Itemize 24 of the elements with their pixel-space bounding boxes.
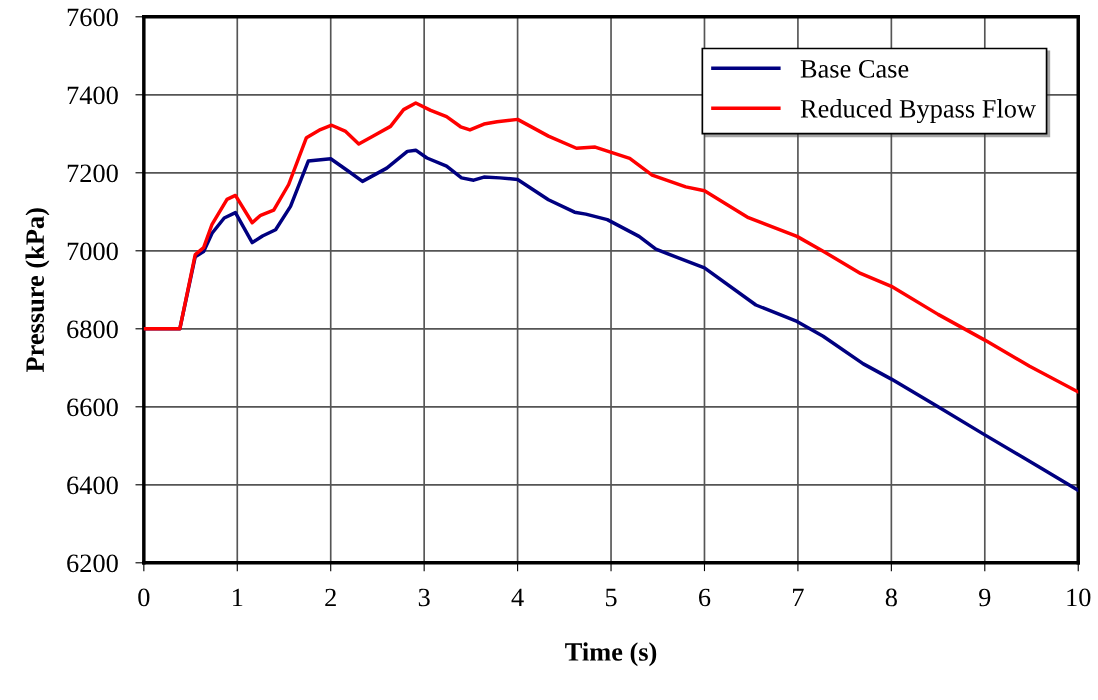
x-tick-label: 1	[233, 588, 243, 607]
x-axis-title: Time (s)	[565, 642, 657, 667]
y-tick-label: 6200	[67, 554, 118, 573]
y-tick-label: 7200	[67, 164, 118, 183]
legend-label: Base Case	[800, 60, 909, 78]
y-tick-label: 7000	[67, 242, 118, 261]
x-tick-label: 10	[1067, 588, 1091, 607]
x-tick-label: 6	[699, 588, 711, 607]
x-tick-label: 4	[511, 588, 524, 607]
y-axis-title: Pressure (kPa)	[25, 208, 50, 373]
x-tick-label: 2	[325, 588, 336, 607]
y-tick-label: 6800	[67, 320, 118, 339]
y-tick-label: 7600	[67, 8, 118, 27]
y-tick-label: 6400	[67, 476, 118, 495]
x-tick-label: 3	[418, 588, 430, 607]
x-tick-label: 0	[138, 588, 150, 607]
x-tick-label: 8	[885, 588, 897, 607]
x-tick-label: 7	[793, 588, 804, 607]
line-series	[143, 101, 1079, 394]
x-tick-label: 5	[605, 588, 617, 607]
x-tick-label: 9	[979, 588, 991, 607]
y-tick-label: 6600	[67, 398, 118, 417]
legend-label: Reduced Bypass Flow	[800, 99, 1036, 124]
y-tick-label: 7400	[67, 86, 118, 105]
